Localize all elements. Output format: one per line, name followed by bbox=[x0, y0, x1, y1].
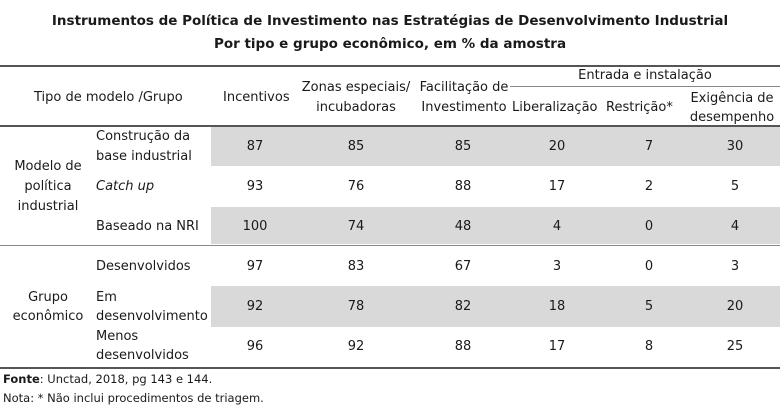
row-label-construcao-1: Construção da bbox=[96, 129, 191, 144]
row-label-nri: Baseado na NRI bbox=[96, 219, 199, 234]
header-incentivos: Incentivos bbox=[223, 90, 290, 105]
value-cell: 78 bbox=[347, 299, 365, 314]
header-exigencia-2: desempenho bbox=[689, 110, 775, 125]
table-title: Instrumentos de Política de Investimento… bbox=[51, 13, 729, 29]
row-label-em-2: desenvolvimento bbox=[96, 309, 208, 324]
table-subtitle: Por tipo e grupo econômico, em % da amos… bbox=[213, 36, 567, 52]
row-label-menos-1: Menos bbox=[96, 329, 139, 344]
group-label-modelo-3: industrial bbox=[17, 199, 79, 214]
row-label-catchup: Catch up bbox=[96, 179, 155, 194]
group-label-modelo-1: Modelo de bbox=[14, 159, 82, 174]
row-band-3 bbox=[211, 207, 780, 244]
row-label-desenvolvidos: Desenvolvidos bbox=[96, 259, 191, 274]
value-cell: 85 bbox=[347, 139, 365, 154]
header-row-label: Tipo de modelo /Grupo bbox=[34, 90, 183, 105]
value-cell: 67 bbox=[454, 259, 472, 274]
value-cell: 92 bbox=[347, 339, 365, 354]
source-line: Fonte: Unctad, 2018, pg 143 e 144. bbox=[3, 371, 212, 387]
source-label: Fonte bbox=[3, 372, 40, 386]
header-zonas-2: incubadoras bbox=[316, 100, 396, 115]
value-cell: 2 bbox=[644, 179, 654, 194]
value-cell: 76 bbox=[347, 179, 365, 194]
value-cell: 0 bbox=[644, 219, 654, 234]
row-label-menos-2: desenvolvidos bbox=[96, 348, 189, 363]
value-cell: 5 bbox=[644, 299, 654, 314]
value-cell: 17 bbox=[548, 179, 566, 194]
value-cell: 88 bbox=[454, 339, 472, 354]
header-entrada-group: Entrada e instalação bbox=[578, 68, 712, 83]
top-rule bbox=[0, 65, 780, 67]
value-cell: 4 bbox=[730, 219, 740, 234]
source-text: : Unctad, 2018, pg 143 e 144. bbox=[39, 372, 213, 386]
group-label-grupo-1: Grupo bbox=[28, 290, 68, 305]
header-facilitacao-1: Facilitação de bbox=[419, 80, 509, 95]
header-rule bbox=[0, 125, 780, 127]
value-cell: 96 bbox=[246, 339, 264, 354]
note-line: Nota: * Não inclui procedimentos de tria… bbox=[3, 391, 264, 405]
value-cell: 7 bbox=[644, 139, 654, 154]
value-cell: 3 bbox=[552, 259, 562, 274]
value-cell: 3 bbox=[730, 259, 740, 274]
value-cell: 97 bbox=[246, 259, 264, 274]
value-cell: 92 bbox=[246, 299, 264, 314]
value-cell: 85 bbox=[454, 139, 472, 154]
value-cell: 0 bbox=[644, 259, 654, 274]
group-label-modelo-2: política bbox=[24, 179, 72, 194]
value-cell: 8 bbox=[644, 339, 654, 354]
value-cell: 20 bbox=[548, 139, 566, 154]
header-zonas-1: Zonas especiais/ bbox=[301, 80, 411, 95]
value-cell: 48 bbox=[454, 219, 472, 234]
value-cell: 4 bbox=[552, 219, 562, 234]
value-cell: 18 bbox=[548, 299, 566, 314]
header-exigencia-1: Exigência de bbox=[690, 91, 774, 106]
entrada-underline bbox=[510, 86, 780, 87]
value-cell: 20 bbox=[726, 299, 744, 314]
value-cell: 25 bbox=[726, 339, 744, 354]
value-cell: 5 bbox=[730, 179, 740, 194]
group-divider bbox=[0, 245, 780, 246]
row-band-5 bbox=[211, 286, 780, 327]
header-restricao: Restrição* bbox=[606, 100, 673, 115]
row-label-construcao-2: base industrial bbox=[96, 149, 192, 164]
value-cell: 87 bbox=[246, 139, 264, 154]
row-label-em-1: Em bbox=[96, 290, 117, 305]
value-cell: 82 bbox=[454, 299, 472, 314]
value-cell: 74 bbox=[347, 219, 365, 234]
value-cell: 30 bbox=[726, 139, 744, 154]
bottom-rule bbox=[0, 367, 780, 369]
header-liberalizacao: Liberalização bbox=[512, 100, 598, 115]
group-label-grupo-2: econômico bbox=[12, 309, 84, 324]
value-cell: 83 bbox=[347, 259, 365, 274]
value-cell: 17 bbox=[548, 339, 566, 354]
row-band-1 bbox=[211, 127, 780, 166]
value-cell: 93 bbox=[246, 179, 264, 194]
value-cell: 100 bbox=[242, 219, 268, 234]
value-cell: 88 bbox=[454, 179, 472, 194]
header-facilitacao-2: Investimento bbox=[421, 100, 507, 115]
